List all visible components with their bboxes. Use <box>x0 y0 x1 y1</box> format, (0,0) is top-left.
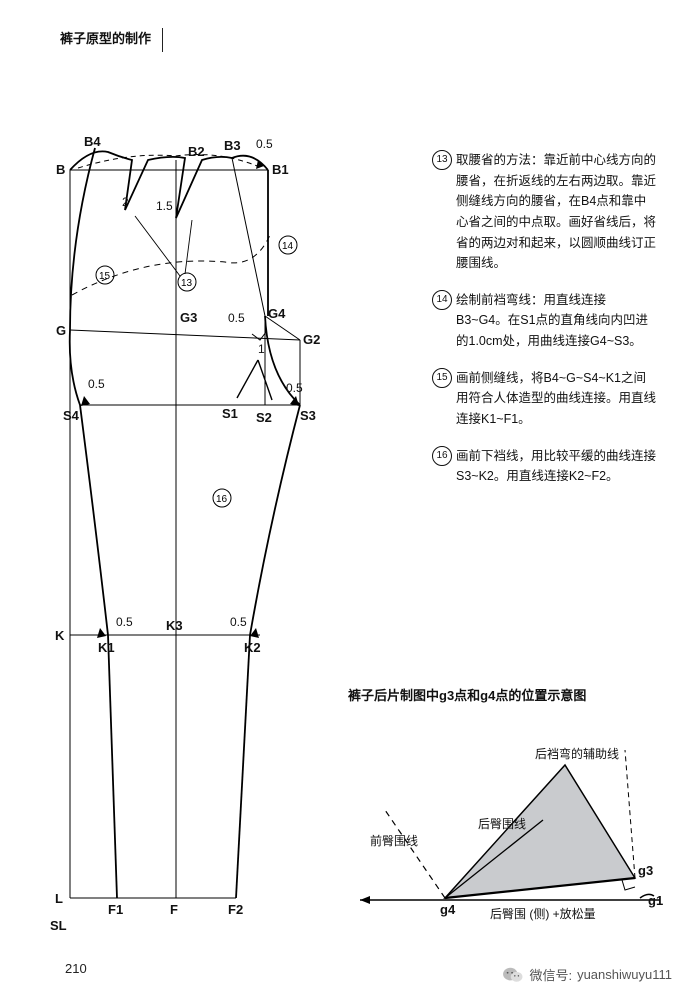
svg-text:K3: K3 <box>166 618 183 633</box>
svg-text:0.5: 0.5 <box>116 615 133 629</box>
svg-text:G2: G2 <box>303 332 320 347</box>
footer-prefix: 微信号: <box>529 965 572 984</box>
svg-text:K1: K1 <box>98 640 115 655</box>
svg-text:F2: F2 <box>228 902 243 917</box>
svg-text:0.5: 0.5 <box>256 137 273 151</box>
annotation-num: 14 <box>432 290 452 310</box>
annotation-13: 13 取腰省的方法：靠近前中心线方向的腰省，在折返线的左右两边取。靠近侧缝线方向… <box>432 150 657 274</box>
front-hip-label: 前臀围线 <box>370 833 418 848</box>
svg-text:0.5: 0.5 <box>286 381 303 395</box>
svg-text:S3: S3 <box>300 408 316 423</box>
annotation-text: 画前下裆线，用比较平缓的曲线连接S3~K2。用直线连接K2~F2。 <box>456 446 657 487</box>
annotation-16: 16 画前下裆线，用比较平缓的曲线连接S3~K2。用直线连接K2~F2。 <box>432 446 657 487</box>
circled-16: 16 <box>213 489 231 507</box>
svg-text:0.5: 0.5 <box>228 311 245 325</box>
svg-text:B3: B3 <box>224 138 241 153</box>
page-footer: 微信号: yuanshiwuyu111 <box>502 965 672 984</box>
annotation-15: 15 画前侧缝线，将B4~G~S4~K1之间用符合人体造型的曲线连接。用直线连接… <box>432 368 657 430</box>
g1-label: g1 <box>648 893 663 908</box>
svg-text:F: F <box>170 902 178 917</box>
svg-text:G4: G4 <box>268 306 286 321</box>
annotation-text: 绘制前裆弯线：用直线连接B3~G4。在S1点的直角线向内凹进的1.0cm处，用曲… <box>456 290 657 352</box>
svg-text:G3: G3 <box>180 310 197 325</box>
page-number: 210 <box>65 961 87 976</box>
circled-15: 15 <box>96 266 114 284</box>
svg-text:14: 14 <box>282 241 294 252</box>
svg-text:B1: B1 <box>272 162 289 177</box>
svg-text:1.5: 1.5 <box>156 199 173 213</box>
svg-text:S4: S4 <box>63 408 80 423</box>
svg-text:F1: F1 <box>108 902 123 917</box>
svg-text:0.5: 0.5 <box>230 615 247 629</box>
sub-diagram-title: 裤子后片制图中g3点和g4点的位置示意图 <box>348 685 586 704</box>
back-hip-label: 后臀围线 <box>478 817 526 831</box>
svg-text:15: 15 <box>99 271 111 282</box>
svg-text:1: 1 <box>258 342 265 356</box>
svg-text:13: 13 <box>181 278 193 289</box>
svg-text:0.5: 0.5 <box>88 377 105 391</box>
bottom-label: 后臀围 (侧) +放松量 <box>490 906 596 921</box>
aux-line-label: 后裆弯的辅助线 <box>535 746 619 761</box>
svg-text:B: B <box>56 162 65 177</box>
g3-label: g3 <box>638 863 653 878</box>
annotation-list: 13 取腰省的方法：靠近前中心线方向的腰省，在折返线的左右两边取。靠近侧缝线方向… <box>432 150 657 503</box>
svg-text:2: 2 <box>122 195 129 209</box>
annotation-num: 15 <box>432 368 452 388</box>
footer-id: yuanshiwuyu111 <box>577 967 672 982</box>
svg-text:K2: K2 <box>244 640 261 655</box>
svg-text:S1: S1 <box>222 406 238 421</box>
svg-text:L: L <box>55 891 63 906</box>
annotation-num: 13 <box>432 150 452 170</box>
annotation-num: 16 <box>432 446 452 466</box>
annotation-text: 画前侧缝线，将B4~G~S4~K1之间用符合人体造型的曲线连接。用直线连接K1~… <box>456 368 657 430</box>
circled-14: 14 <box>279 236 297 254</box>
svg-text:G: G <box>56 323 66 338</box>
circled-13: 13 <box>178 273 196 291</box>
svg-text:S2: S2 <box>256 410 272 425</box>
sub-diagram: 后裆弯的辅助线 后臀围线 前臀围线 后臀围 (侧) +放松量 g1 g3 g4 <box>340 710 680 930</box>
g4-label: g4 <box>440 902 456 917</box>
svg-text:16: 16 <box>216 494 228 505</box>
annotation-text: 取腰省的方法：靠近前中心线方向的腰省，在折返线的左右两边取。靠近侧缝线方向的腰省… <box>456 150 657 274</box>
annotation-14: 14 绘制前裆弯线：用直线连接B3~G4。在S1点的直角线向内凹进的1.0cm处… <box>432 290 657 352</box>
wechat-icon <box>502 966 524 984</box>
svg-text:B4: B4 <box>84 134 101 149</box>
main-pattern-diagram: B B4 B2 B3 B1 G G3 G4 G2 S4 S1 S2 S3 K K… <box>0 0 360 960</box>
svg-text:SL: SL <box>50 918 67 933</box>
svg-text:K: K <box>55 628 65 643</box>
svg-text:B2: B2 <box>188 144 205 159</box>
